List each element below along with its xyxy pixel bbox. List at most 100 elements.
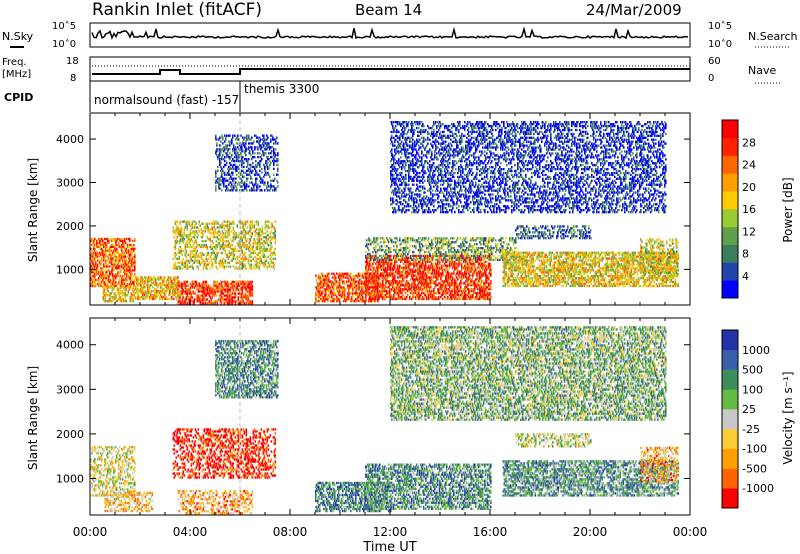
power-scatter-cell [203,223,205,225]
power-scatter-cell [320,298,322,300]
power-scatter-cell [390,265,392,267]
power-scatter-cell [118,288,120,290]
power-scatter-cell [134,263,136,265]
power-scatter-cell [192,296,194,298]
power-scatter-cell [98,285,100,287]
power-scatter-cell [275,240,277,242]
power-scatter-cell [339,281,341,283]
power-scatter-cell [128,250,130,252]
power-scatter-cell [230,289,232,291]
power-scatter-cell [134,265,136,267]
power-scatter-cell [103,269,105,271]
power-scatter-cell [236,232,238,234]
power-scatter-cell [249,264,251,266]
power-scatter-cell [275,230,277,232]
power-scatter-cell [236,294,238,296]
power-scatter-cell [201,228,203,230]
power-scatter-cell [222,298,224,300]
power-scatter-cell [211,298,213,300]
power-scatter-cell [253,244,255,246]
power-scatter-cell [237,258,239,260]
power-scatter-cell [333,273,335,275]
power-scatter-cell [210,240,212,242]
power-scatter-cell [252,292,254,294]
power-scatter-cell [105,259,107,261]
power-scatter-cell [385,282,387,284]
power-scatter-cell [121,300,123,302]
power-scatter-cell [139,296,141,298]
power-scatter-cell [246,302,248,304]
power-scatter-cell [152,286,154,288]
power-scatter-cell [148,276,150,278]
power-scatter-cell [358,300,360,302]
power-scatter-cell [126,277,128,279]
power-scatter-cell [342,273,344,275]
power-scatter-cell [218,252,220,254]
power-scatter-cell [173,276,175,278]
power-scatter-cell [334,298,336,300]
power-scatter-cell [217,256,219,258]
power-scatter-cell [394,286,396,288]
power-scatter-cell [199,260,201,262]
power-scatter-cell [383,284,385,286]
power-scatter-cell [143,296,145,298]
power-scatter-cell [95,261,97,263]
power-scatter-cell [183,250,185,252]
power-scatter-cell [192,292,194,294]
power-scatter-cell [243,223,245,225]
power-scatter-cell [394,267,396,269]
power-scatter-cell [260,256,262,258]
power-scatter-cell [374,292,376,294]
power-scatter-cell [210,228,212,230]
power-scatter-cell [218,238,220,240]
power-scatter-cell [124,244,126,246]
power-scatter-cell [121,263,123,265]
power-scatter-cell [233,258,235,260]
power-scatter-cell [117,286,119,288]
power-scatter-cell [243,230,245,232]
power-scatter-cell [210,236,212,238]
power-scatter-cell [237,267,239,269]
power-scatter-cell [112,257,114,259]
power-scatter-cell [178,226,180,228]
power-scatter-cell [252,234,254,236]
power-scatter-cell [319,279,321,281]
power-scatter-cell [237,256,239,258]
power-scatter-cell [259,266,261,268]
power-scatter-cell [208,226,210,228]
power-scatter-cell [177,221,179,223]
power-scatter-cell [198,254,200,256]
power-scatter-cell [126,273,128,275]
power-scatter-cell [215,236,217,238]
power-scatter-cell [252,285,254,287]
power-scatter-cell [207,246,209,248]
power-scatter-cell [275,258,277,260]
power-scatter-cell [228,258,230,260]
power-scatter-cell [120,269,122,271]
power-scatter-cell [177,240,179,242]
power-scatter-cell [116,259,118,261]
power-scatter-cell [204,260,206,262]
power-scatter-cell [189,262,191,264]
power-scatter-cell [316,277,318,279]
power-scatter-cell [222,296,224,298]
power-scatter-cell [215,289,217,291]
power-scatter-cell [275,238,277,240]
power-scatter-cell [318,300,320,302]
power-scatter-cell [91,244,93,246]
power-scatter-cell [223,262,225,264]
power-scatter-cell [187,240,189,242]
power-scatter-cell [242,302,244,304]
power-scatter-cell [175,276,177,278]
power-scatter-cell [264,254,266,256]
power-scatter-cell [222,281,224,283]
power-scatter-cell [204,254,206,256]
power-scatter-cell [187,281,189,283]
power-scatter-cell [216,258,218,260]
power-scatter-cell [244,242,246,244]
power-scatter-cell [243,266,245,268]
power-scatter-cell [271,230,273,232]
power-scatter-cell [394,255,396,257]
power-scatter-cell [265,232,267,234]
power-scatter-cell [159,278,161,280]
